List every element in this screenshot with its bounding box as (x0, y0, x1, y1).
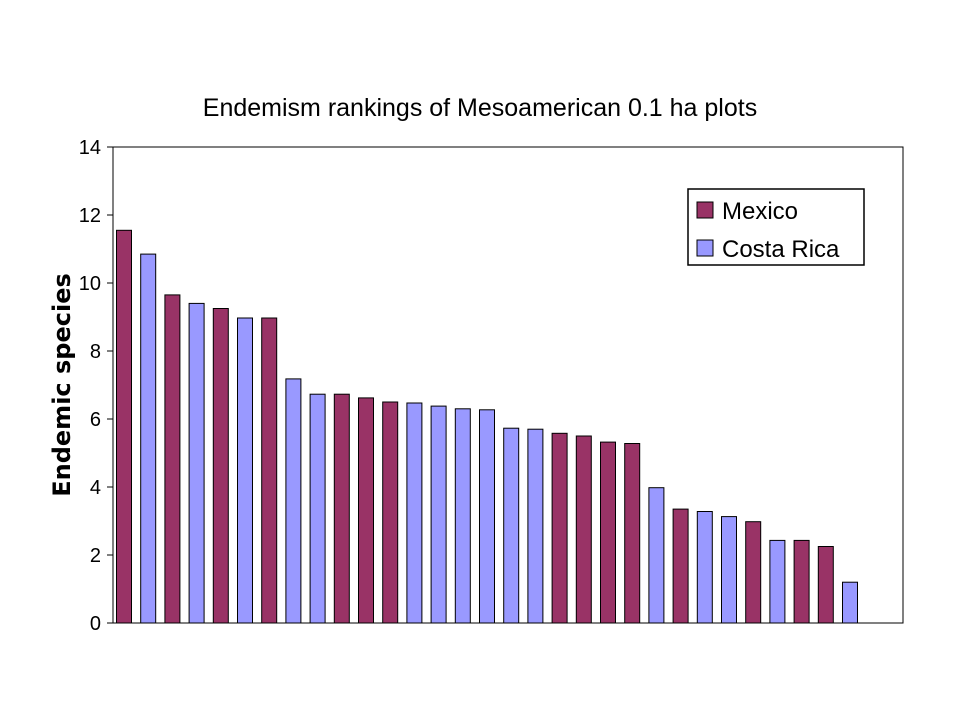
bar-costa-rica (648, 487, 665, 624)
bar-mexico (624, 443, 641, 624)
bar-mexico (575, 435, 592, 624)
legend-label-costa-rica: Costa Rica (722, 236, 840, 263)
bar-costa-rica (285, 378, 302, 624)
bar-mexico (793, 539, 810, 624)
y-axis-ticks: 0 2 4 6 8 10 12 14 (79, 137, 113, 635)
bar-costa-rica (188, 302, 205, 624)
y-tick-label: 6 (90, 409, 101, 431)
bar-costa-rica (237, 317, 253, 624)
bar-mexico (817, 546, 834, 624)
bar-mexico (358, 397, 374, 624)
bar-mexico (600, 441, 616, 624)
bar-costa-rica (140, 253, 157, 624)
legend-swatch-mexico (696, 201, 714, 219)
legend-box (687, 188, 865, 266)
y-tick-label: 12 (79, 205, 101, 227)
bar-costa-rica (503, 427, 520, 624)
y-axis-label: Endemic species (48, 273, 76, 497)
bar-mexico (116, 229, 132, 624)
bar-costa-rica (721, 516, 737, 624)
bar-mexico (212, 308, 229, 624)
bar-mexico (261, 317, 278, 624)
bar-mexico (551, 432, 568, 624)
chart-title: Endemism rankings of Mesoamerican 0.1 ha… (202, 94, 758, 122)
y-tick-label: 8 (90, 341, 101, 363)
legend-swatch-costa-rica (696, 239, 714, 257)
bar-mexico (164, 294, 181, 624)
bar-mexico (672, 508, 689, 624)
y-tick-label: 14 (79, 137, 101, 159)
legend: Mexico Costa Rica (687, 188, 865, 266)
bar-costa-rica (406, 402, 423, 624)
bar-costa-rica (454, 408, 471, 624)
y-tick-label: 2 (90, 545, 101, 567)
bar-mexico (382, 401, 399, 624)
bar-costa-rica (527, 428, 544, 624)
legend-label-mexico: Mexico (722, 198, 798, 225)
bar-mexico (333, 393, 350, 624)
y-axis-label-group: Endemic species (48, 273, 76, 497)
y-tick-label: 0 (90, 613, 101, 635)
bars-group (116, 229, 858, 624)
y-tick-label: 10 (79, 273, 101, 295)
y-tick-label: 4 (90, 477, 101, 499)
bar-mexico (745, 521, 762, 624)
bar-costa-rica (430, 405, 447, 624)
bar-costa-rica (309, 393, 326, 624)
bar-costa-rica (479, 409, 495, 624)
bar-costa-rica (842, 581, 858, 624)
bar-costa-rica (769, 539, 786, 624)
bar-costa-rica (696, 511, 713, 624)
